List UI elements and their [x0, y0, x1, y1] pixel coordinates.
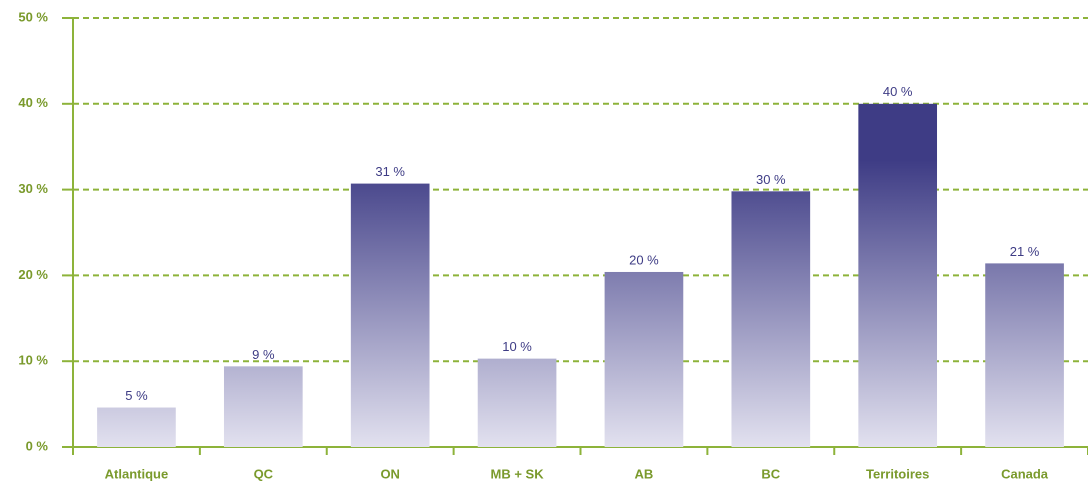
- value-label: 21 %: [1010, 244, 1040, 259]
- x-tick-label: QC: [254, 466, 274, 481]
- value-label: 10 %: [502, 339, 532, 354]
- x-tick-label: MB + SK: [491, 466, 545, 481]
- bar: [858, 103, 938, 448]
- x-tick-label: Canada: [1001, 466, 1049, 481]
- value-label: 31 %: [375, 164, 405, 179]
- x-tick-label: ON: [380, 466, 400, 481]
- bar: [477, 358, 557, 447]
- x-tick-label: BC: [761, 466, 780, 481]
- y-tick-label: 20 %: [18, 267, 48, 282]
- y-tick-label: 0 %: [26, 438, 49, 453]
- bar: [350, 183, 430, 447]
- y-tick-label: 50 %: [18, 9, 48, 24]
- value-label: 9 %: [252, 347, 275, 362]
- value-label: 30 %: [756, 172, 786, 187]
- x-tick-label: Territoires: [866, 466, 929, 481]
- bar: [731, 191, 811, 447]
- bar: [985, 263, 1064, 447]
- x-tick-label: Atlantique: [105, 466, 169, 481]
- value-label: 40 %: [883, 84, 913, 99]
- bar: [97, 407, 176, 447]
- value-label: 5 %: [125, 388, 148, 403]
- y-tick-label: 30 %: [18, 181, 48, 196]
- y-tick-label: 40 %: [18, 95, 48, 110]
- bar: [223, 366, 303, 447]
- y-tick-label: 10 %: [18, 353, 48, 368]
- x-tick-label: AB: [635, 466, 654, 481]
- value-label: 20 %: [629, 252, 659, 267]
- bar: [604, 271, 684, 447]
